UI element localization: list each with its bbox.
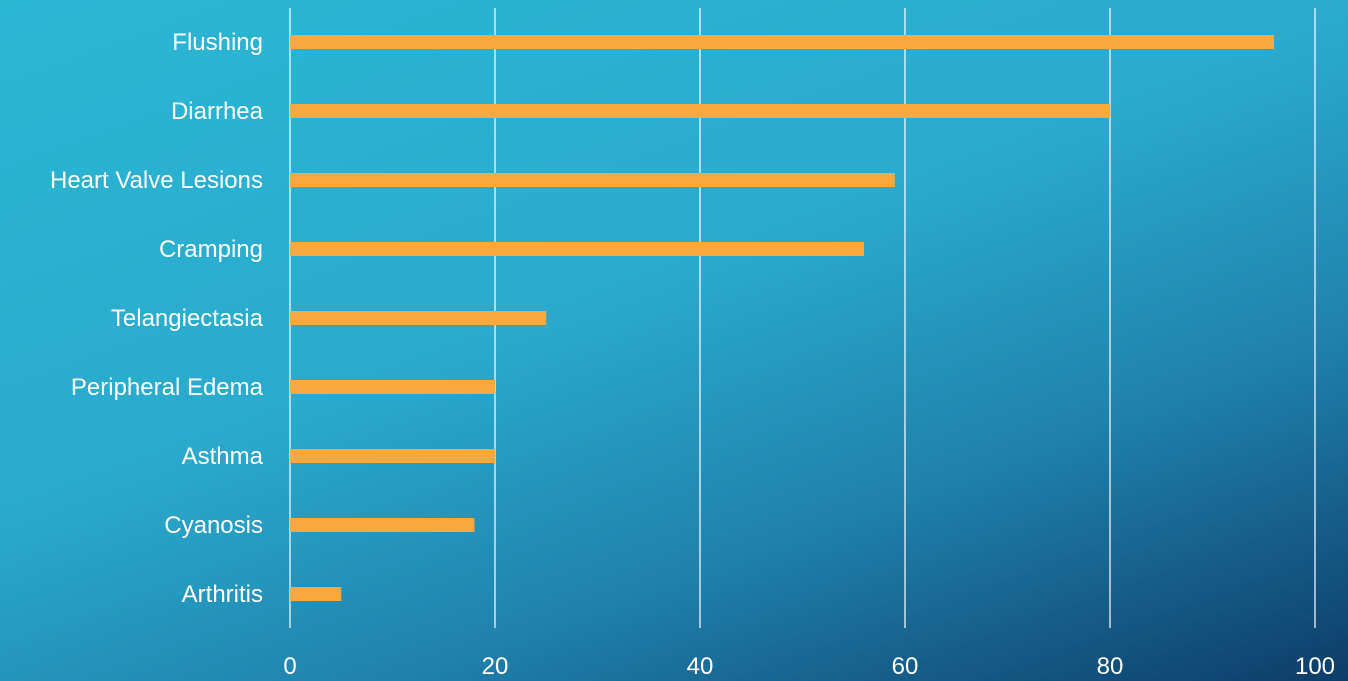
category-label: Flushing [172, 29, 263, 56]
x-tick-label: 40 [687, 653, 714, 680]
category-label: Heart Valve Lesions [50, 167, 263, 194]
category-label: Asthma [182, 443, 264, 470]
category-label: Diarrhea [171, 98, 264, 125]
bar-cyanosis [290, 518, 475, 532]
bar-arthritis [290, 587, 342, 601]
bar-flushing [290, 35, 1274, 49]
category-label: Cramping [159, 236, 263, 263]
x-tick-label: 0 [283, 653, 296, 680]
bar-telangiectasia [290, 311, 547, 325]
category-label: Peripheral Edema [71, 374, 264, 401]
bar-diarrhea [290, 104, 1110, 118]
bar-cramping [290, 242, 864, 256]
x-tick-label: 80 [1097, 653, 1124, 680]
bar-peripheral-edema [290, 380, 495, 394]
bars [290, 35, 1274, 601]
category-label: Telangiectasia [111, 305, 264, 332]
category-labels: Flushing Diarrhea Heart Valve Lesions Cramp… [50, 29, 264, 608]
category-label: Arthritis [182, 581, 263, 608]
x-tick-label: 20 [482, 653, 509, 680]
category-label: Cyanosis [164, 512, 263, 539]
bar-heart-valve-lesions [290, 173, 895, 187]
bar-asthma [290, 449, 495, 463]
x-axis-tick-labels: 0 20 40 60 80 100 [283, 653, 1335, 680]
x-tick-label: 100 [1295, 653, 1335, 680]
x-tick-label: 60 [892, 653, 919, 680]
